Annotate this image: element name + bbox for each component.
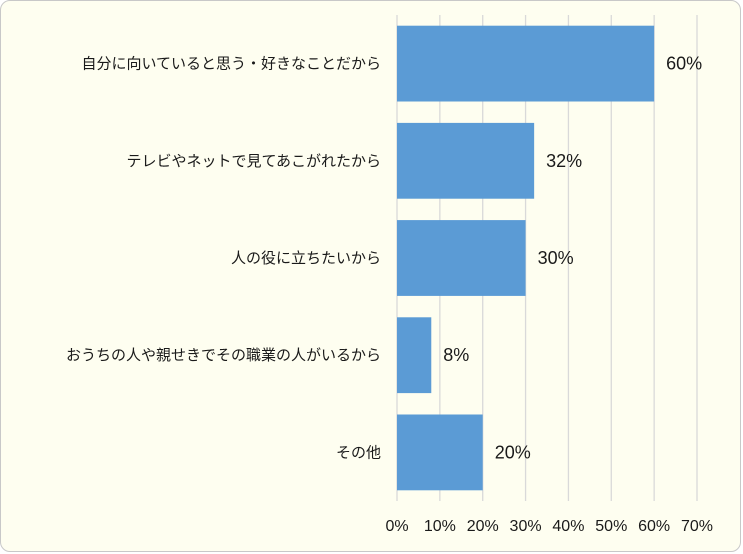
x-tick-label: 40%	[552, 518, 584, 535]
x-tick-label: 70%	[681, 518, 713, 535]
category-label: 人の役に立ちたいから	[231, 249, 381, 267]
bar	[397, 220, 526, 296]
x-tick-label: 50%	[595, 518, 627, 535]
labels: 0% 10% 20% 30% 40% 50% 60% 70% 自分に向いていると思う・好きなこと…	[66, 54, 713, 535]
data-label: 20%	[495, 442, 531, 462]
category-label: おうちの人や親せきでその職業の人がいるから	[66, 346, 381, 364]
x-tick-label: 20%	[467, 518, 499, 535]
bars	[397, 25, 655, 491]
x-tick-label: 10%	[424, 518, 456, 535]
data-label: 8%	[443, 345, 469, 365]
x-tick-label: 60%	[638, 518, 670, 535]
data-label: 60%	[666, 54, 702, 74]
bar	[397, 414, 483, 491]
bar	[397, 25, 655, 102]
bar	[397, 122, 535, 199]
data-label: 30%	[538, 248, 574, 268]
category-label: 自分に向いていると思う・好きなことだから	[81, 55, 381, 73]
category-label: テレビやネットで見てあこがれたから	[126, 152, 381, 170]
x-tick-label: 0%	[385, 518, 408, 535]
bar	[397, 317, 432, 394]
x-tick-label: 30%	[510, 518, 542, 535]
category-label: その他	[336, 443, 381, 461]
data-label: 32%	[546, 151, 582, 171]
